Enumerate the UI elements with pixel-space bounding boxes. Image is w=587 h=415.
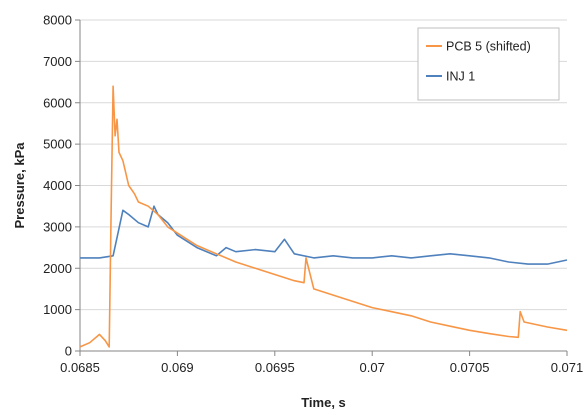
x-tick-label-3: 0.07 [360, 360, 385, 375]
y-tick-label-4: 4000 [43, 178, 72, 193]
x-tick-label-5: 0.071 [551, 360, 584, 375]
x-tick-label-0: 0.0685 [60, 360, 100, 375]
y-tick-label-1: 1000 [43, 302, 72, 317]
y-tick-labels: 0 1000 2000 3000 4000 5000 6000 7000 8000 [43, 13, 72, 359]
legend-label-pcb5: PCB 5 (shifted) [446, 40, 531, 54]
series-line-inj1 [80, 205, 568, 265]
x-tick-label-1: 0.069 [161, 360, 194, 375]
gridlines [80, 19, 567, 311]
x-tick-label-4: 0.0705 [450, 360, 490, 375]
y-tick-label-2: 2000 [43, 261, 72, 276]
x-axis-title: Time, s [301, 395, 346, 410]
legend-label-inj1: INJ 1 [446, 70, 475, 84]
y-tick-label-8: 8000 [43, 13, 72, 28]
y-tick-label-5: 5000 [43, 137, 72, 152]
axes [75, 19, 568, 356]
y-tick-label-6: 6000 [43, 95, 72, 110]
series-lines [79, 85, 568, 348]
legend: PCB 5 (shifted) INJ 1 [417, 27, 560, 101]
y-tick-label-3: 3000 [43, 219, 72, 234]
y-axis-title: Pressure, kPa [12, 142, 27, 229]
x-tick-label-2: 0.0695 [255, 360, 295, 375]
x-tick-labels: 0.0685 0.069 0.0695 0.07 0.0705 0.071 [60, 360, 583, 375]
legend-box [417, 27, 560, 101]
y-tick-label-7: 7000 [43, 54, 72, 69]
y-tick-label-0: 0 [65, 344, 72, 359]
series-line-pcb5 [79, 85, 568, 348]
